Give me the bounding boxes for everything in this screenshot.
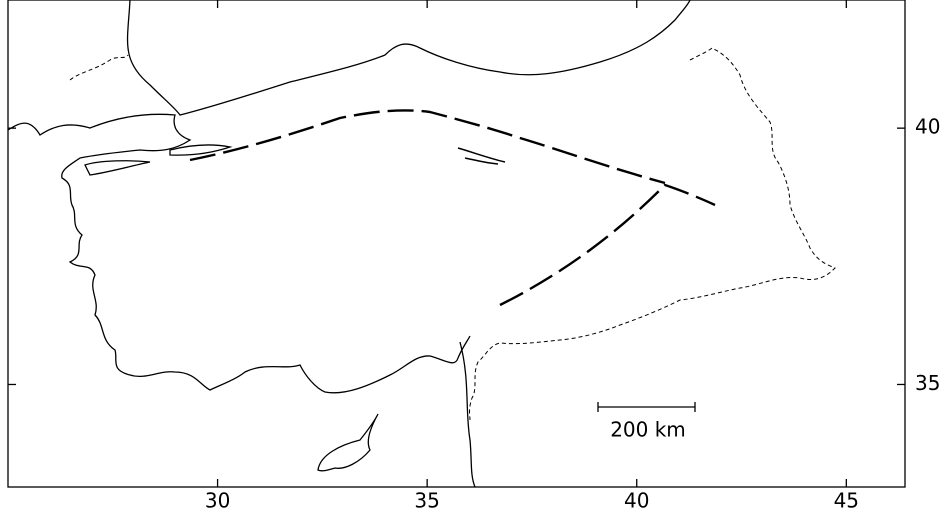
x-tick-label: 35 [414,489,439,513]
x-tick-label: 30 [205,489,230,513]
map-frame [7,0,906,488]
y-tick-label: 40 [915,115,940,139]
x-tick-label: 45 [834,489,859,513]
borders [69,47,836,421]
fault-lines [189,109,716,307]
scale-bar-label: 200 km [610,418,686,442]
coastlines [7,0,691,488]
axes: 30 35 40 45 35 40 [8,0,940,513]
scale-bar: 200 km [597,402,696,442]
x-tick-label: 40 [624,489,649,513]
y-tick-label: 35 [915,371,940,395]
